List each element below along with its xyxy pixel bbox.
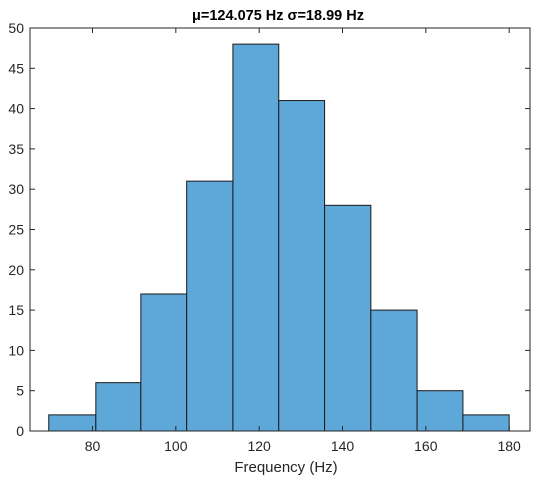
y-tick-label: 25 <box>8 222 24 238</box>
histogram-bar-5 <box>278 100 326 432</box>
histogram-bar-9 <box>462 414 510 432</box>
y-tick-label: 40 <box>8 101 24 117</box>
y-tick-label: 20 <box>8 262 24 278</box>
x-tick-label: 180 <box>497 438 521 454</box>
x-tick-label: 100 <box>164 438 188 454</box>
y-tick-label: 50 <box>8 20 24 36</box>
bars-group <box>48 43 510 432</box>
x-tick-label: 140 <box>331 438 355 454</box>
x-tick-label: 160 <box>414 438 438 454</box>
histogram-bar-7 <box>370 309 418 432</box>
histogram-bar-0 <box>48 414 97 432</box>
y-tick-label: 5 <box>16 383 24 399</box>
y-tick-label: 0 <box>16 423 24 439</box>
y-tick-label: 45 <box>8 60 24 76</box>
y-tick-label: 10 <box>8 342 24 358</box>
chart-title: μ=124.075 Hz σ=18.99 Hz <box>192 8 364 24</box>
histogram-bar-3 <box>186 180 234 432</box>
x-tick-label: 120 <box>247 438 271 454</box>
histogram-bar-6 <box>324 204 372 432</box>
histogram-bar-4 <box>232 43 280 432</box>
x-axis: 80 100 120 140 160 180 <box>85 28 521 454</box>
histogram-bar-8 <box>416 390 464 432</box>
y-tick-label: 35 <box>8 141 24 157</box>
y-tick-label: 15 <box>8 302 24 318</box>
histogram-bar-2 <box>140 293 188 432</box>
histogram-bar-1 <box>95 382 142 432</box>
x-tick-label: 80 <box>85 438 101 454</box>
x-axis-label: Frequency (Hz) <box>234 459 337 476</box>
y-axis: 0 5 10 15 20 25 30 35 40 45 50 <box>8 20 530 439</box>
y-tick-label: 30 <box>8 181 24 197</box>
